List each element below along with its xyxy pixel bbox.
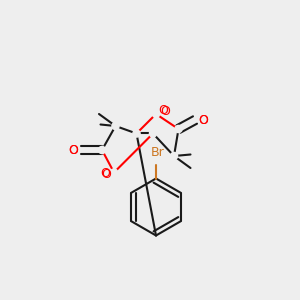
Circle shape: [152, 110, 160, 118]
Text: O: O: [102, 167, 111, 181]
Circle shape: [170, 152, 178, 160]
Text: O: O: [160, 105, 170, 118]
Text: O: O: [69, 143, 78, 157]
Circle shape: [175, 125, 182, 133]
Circle shape: [112, 122, 119, 130]
Text: O: O: [100, 167, 110, 180]
Text: O: O: [159, 104, 168, 118]
Circle shape: [110, 169, 118, 176]
Text: O: O: [69, 143, 78, 157]
Text: O: O: [199, 113, 208, 127]
Circle shape: [98, 146, 106, 154]
Circle shape: [149, 130, 157, 137]
Text: Br: Br: [151, 146, 164, 159]
Text: O: O: [199, 113, 208, 127]
Circle shape: [133, 130, 140, 137]
